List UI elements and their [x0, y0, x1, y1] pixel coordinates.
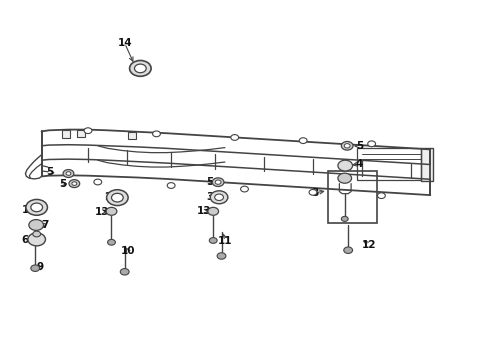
Text: 13: 13 [197, 206, 211, 216]
Circle shape [210, 191, 227, 204]
Bar [356, 148, 420, 180]
Circle shape [120, 269, 129, 275]
Circle shape [72, 182, 77, 185]
Circle shape [337, 160, 352, 171]
Text: 5: 5 [355, 141, 362, 151]
Text: 14: 14 [117, 38, 132, 48]
Text: 4: 4 [355, 159, 363, 169]
Circle shape [69, 180, 80, 188]
Text: 5: 5 [46, 167, 53, 177]
Text: 2: 2 [104, 192, 111, 202]
Circle shape [230, 135, 238, 140]
Circle shape [28, 233, 45, 246]
Circle shape [167, 183, 175, 188]
Text: 9: 9 [37, 262, 43, 272]
Bar [327, 171, 376, 223]
Circle shape [367, 141, 375, 147]
Circle shape [106, 190, 128, 206]
Circle shape [215, 180, 221, 184]
Circle shape [26, 199, 47, 215]
Text: 5: 5 [206, 177, 213, 187]
Circle shape [207, 207, 218, 215]
Text: 5: 5 [59, 179, 66, 189]
Circle shape [209, 238, 217, 243]
Circle shape [377, 193, 385, 198]
Bar [77, 130, 84, 137]
Text: 11: 11 [217, 236, 232, 246]
Text: 12: 12 [361, 240, 376, 250]
Circle shape [341, 141, 352, 150]
Text: 10: 10 [121, 246, 135, 256]
Circle shape [214, 194, 223, 201]
Text: 7: 7 [41, 220, 49, 230]
Circle shape [134, 64, 146, 73]
Circle shape [341, 216, 347, 221]
Text: 8: 8 [311, 188, 318, 198]
Circle shape [106, 207, 117, 215]
Text: 3: 3 [206, 192, 213, 202]
Circle shape [344, 144, 349, 148]
Circle shape [337, 173, 351, 183]
Circle shape [240, 186, 248, 192]
Bar [128, 132, 136, 139]
Text: 6: 6 [22, 235, 29, 245]
Circle shape [152, 131, 160, 137]
Circle shape [217, 253, 225, 259]
Circle shape [129, 60, 151, 76]
Circle shape [94, 179, 102, 185]
Circle shape [66, 172, 71, 175]
Circle shape [33, 231, 41, 237]
Circle shape [31, 203, 42, 212]
Text: 13: 13 [94, 207, 109, 217]
Circle shape [299, 138, 306, 144]
Circle shape [63, 170, 74, 177]
Text: 1: 1 [22, 204, 29, 215]
Circle shape [212, 178, 224, 186]
Circle shape [29, 220, 43, 230]
Circle shape [308, 189, 316, 195]
Bar [420, 148, 432, 181]
Circle shape [343, 247, 352, 253]
Bar [62, 130, 70, 138]
Circle shape [107, 239, 115, 245]
Circle shape [111, 193, 123, 202]
Circle shape [84, 128, 92, 134]
Circle shape [31, 265, 40, 271]
